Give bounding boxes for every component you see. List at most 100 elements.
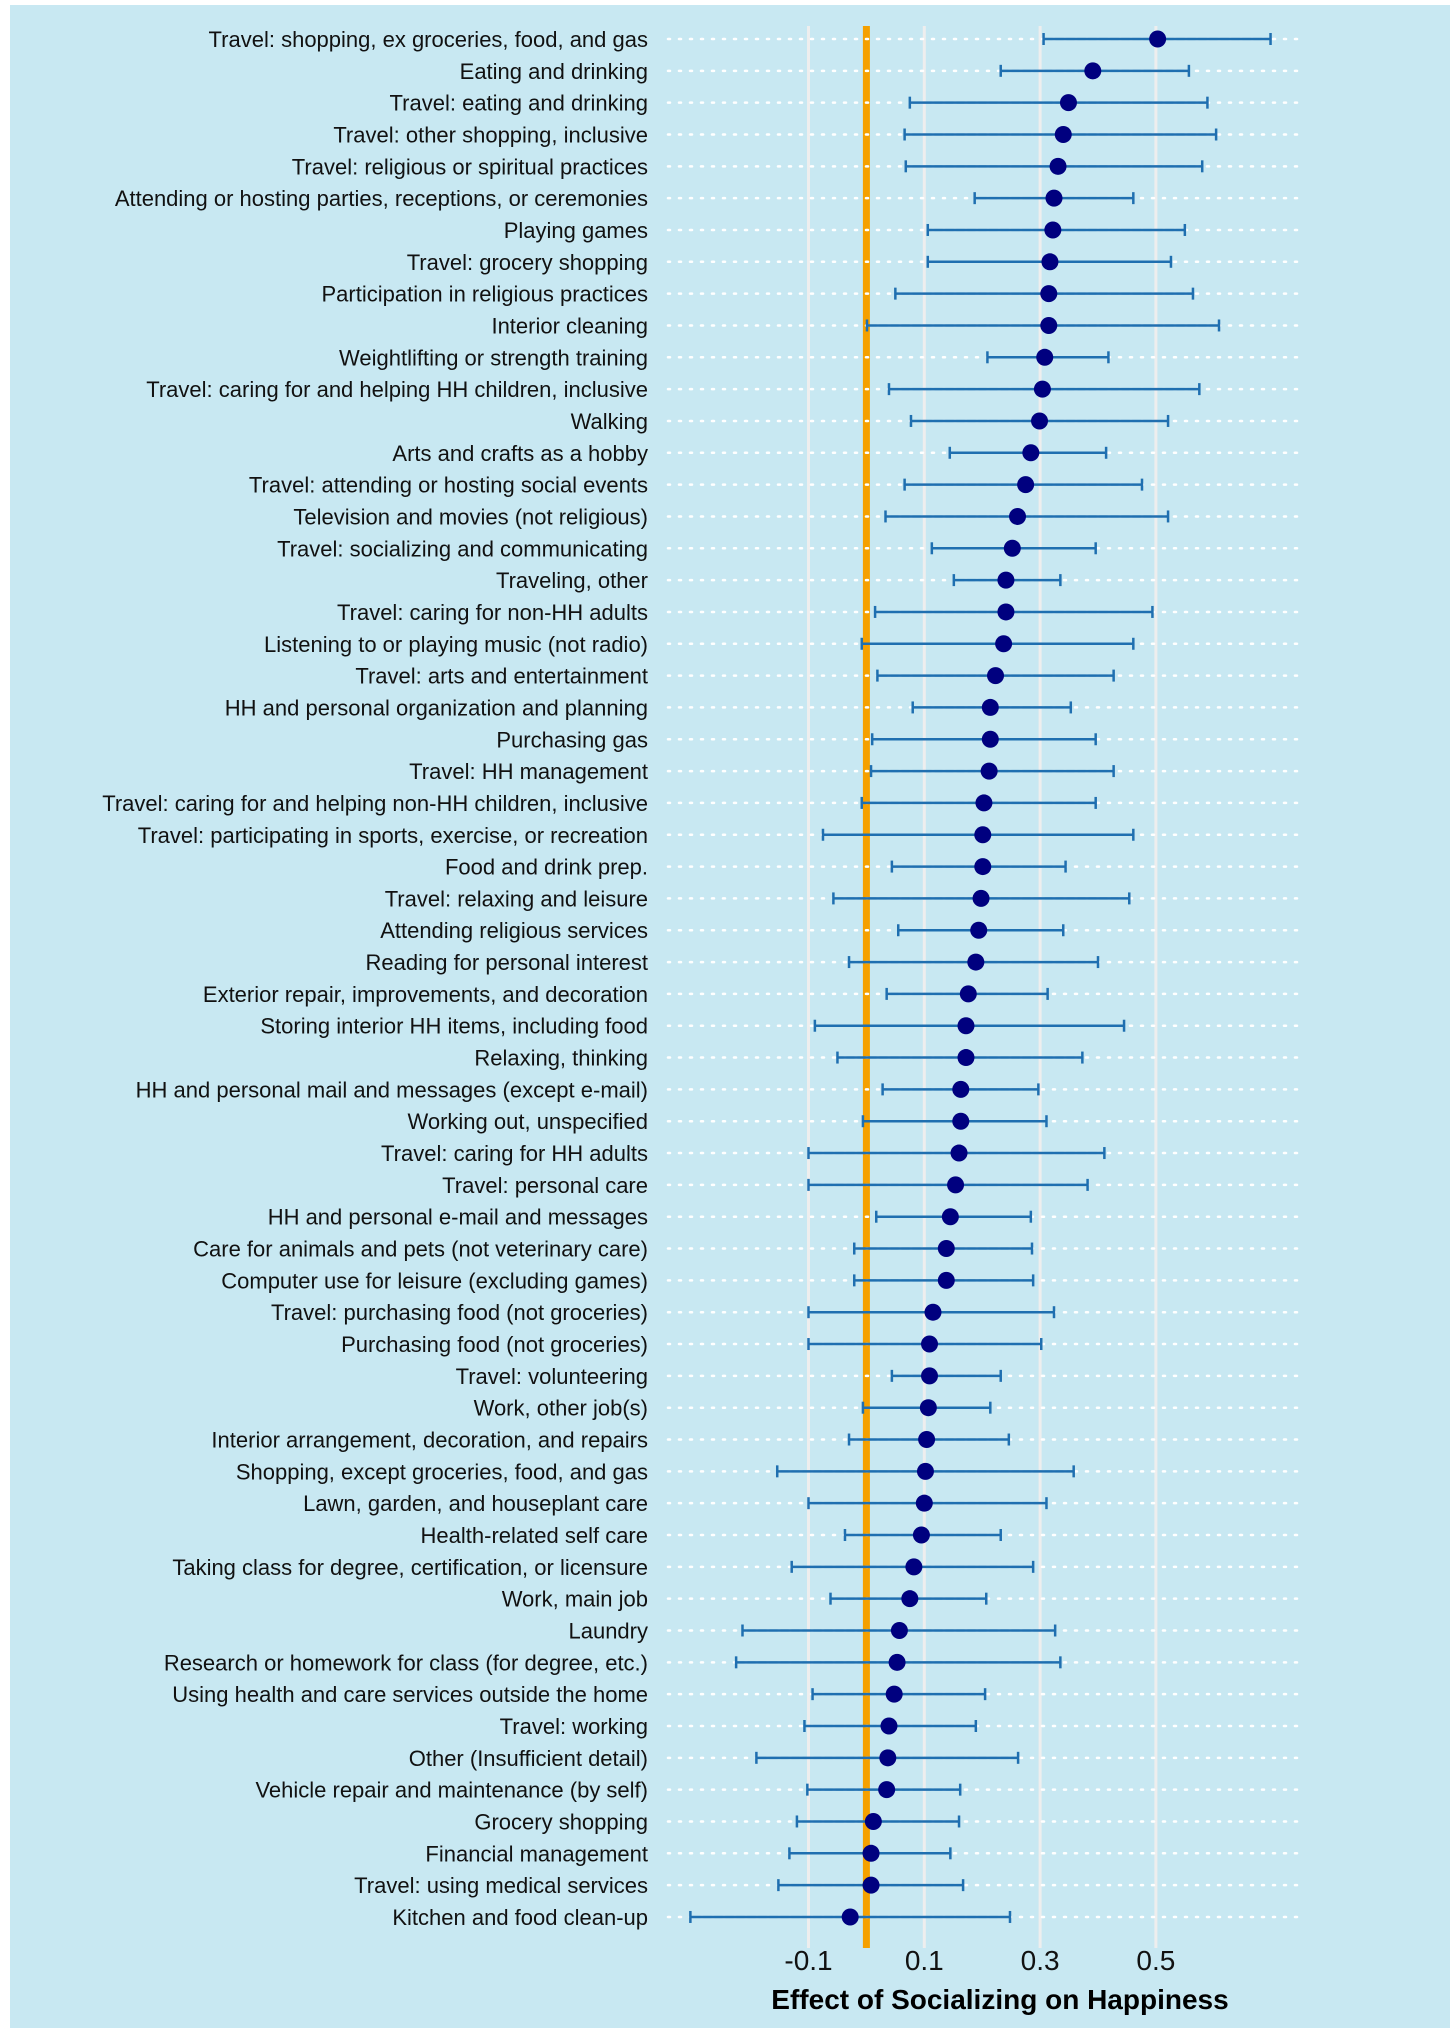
category-label: Work, main job [502,1587,648,1612]
estimate-point [841,1908,859,1926]
estimate-point [952,1080,970,1098]
category-label: Purchasing food (not groceries) [341,1332,648,1357]
x-tick-label: 0.5 [1136,1945,1175,1976]
estimate-point [937,1240,955,1258]
forest-row: Travel: using medical services [354,1873,1300,1898]
estimate-point [937,1271,955,1289]
estimate-point [952,1112,970,1130]
estimate-point [862,1844,880,1862]
category-label: Travel: shopping, ex groceries, food, an… [209,27,648,52]
forest-row: Travel: religious or spiritual practices [292,154,1300,179]
plot-panel [10,5,1450,2028]
forest-row: Care for animals and pets (not veterinar… [193,1237,1300,1262]
estimate-point [888,1653,906,1671]
forest-row: HH and personal organization and plannin… [225,695,1300,720]
forest-row: Travel: caring for HH adults [381,1141,1300,1166]
category-label: Travel: socializing and communicating [277,536,648,561]
forest-row: Walking [571,409,1300,434]
estimate-point [975,794,993,812]
estimate-point [862,1876,880,1894]
category-label: Storing interior HH items, including foo… [260,1014,648,1039]
category-label: Travel: grocery shopping [407,250,648,275]
estimate-point [864,1812,882,1830]
forest-row: Eating and drinking [460,59,1300,84]
category-label: Travel: caring for and helping non-HH ch… [102,791,648,816]
estimate-point [878,1781,896,1799]
estimate-point [921,1367,939,1385]
estimate-point [987,667,1005,685]
forest-row: Interior arrangement, decoration, and re… [211,1428,1300,1453]
forest-row: Travel: volunteering [456,1364,1300,1389]
category-label: Other (Insufficient detail) [409,1746,648,1771]
category-label: Travel: eating and drinking [390,91,648,116]
category-label: Laundry [568,1619,648,1644]
category-label: Shopping, except groceries, food, and ga… [236,1459,648,1484]
category-label: HH and personal mail and messages (excep… [136,1077,648,1102]
category-label: Travel: participating in sports, exercis… [138,823,648,848]
forest-row: Laundry [568,1619,1300,1644]
category-label: Attending religious services [380,918,648,943]
category-label: Walking [571,409,648,434]
forest-row: Travel: participating in sports, exercis… [138,823,1300,848]
estimate-point [995,635,1013,653]
estimate-point [1054,125,1072,143]
estimate-point [957,1017,975,1035]
category-label: Eating and drinking [460,59,648,84]
x-tick-label: -0.1 [784,1945,832,1976]
estimate-point [981,730,999,748]
forest-row: Computer use for leisure (excluding game… [221,1268,1300,1293]
estimate-point [880,1717,898,1735]
estimate-point [997,571,1015,589]
x-tick-label: 0.1 [905,1945,944,1976]
category-label: Health-related self care [421,1523,648,1548]
forest-row: Grocery shopping [474,1809,1300,1834]
forest-row: Storing interior HH items, including foo… [260,1014,1300,1039]
estimate-point [1149,30,1167,48]
category-label: HH and personal e-mail and messages [268,1205,648,1230]
estimate-point [981,698,999,716]
x-tick-label: 0.3 [1021,1945,1060,1976]
category-label: Travel: using medical services [354,1873,648,1898]
estimate-point [916,1462,934,1480]
category-label: Travel: HH management [409,759,648,784]
category-label: Travel: working [500,1714,648,1739]
estimate-point [1009,507,1027,525]
category-label: Working out, unspecified [407,1109,648,1134]
category-label: Computer use for leisure (excluding game… [221,1268,648,1293]
forest-row: Travel: other shopping, inclusive [333,122,1300,147]
forest-row: Attending or hosting parties, receptions… [115,186,1300,211]
forest-row: Travel: relaxing and leisure [385,886,1300,911]
category-label: Attending or hosting parties, receptions… [115,186,648,211]
category-label: Exterior repair, improvements, and decor… [203,982,648,1007]
forest-row: Travel: attending or hosting social even… [249,473,1300,498]
forest-row: Travel: purchasing food (not groceries) [271,1300,1300,1325]
forest-row: Travel: shopping, ex groceries, food, an… [209,27,1300,52]
category-label: Travel: other shopping, inclusive [333,122,648,147]
category-label: Travel: attending or hosting social even… [249,473,648,498]
estimate-point [967,953,985,971]
category-label: Television and movies (not religious) [293,504,648,529]
category-label: Food and drink prep. [445,855,648,880]
forest-row: Food and drink prep. [445,855,1300,880]
estimate-point [997,603,1015,621]
forest-row: Work, main job [502,1587,1300,1612]
forest-row: Television and movies (not religious) [293,504,1300,529]
estimate-point [905,1558,923,1576]
forest-row: Interior cleaning [491,313,1300,338]
category-label: Travel: caring for non-HH adults [337,600,648,625]
estimate-point [980,762,998,780]
forest-row: Travel: eating and drinking [390,91,1300,116]
estimate-point [1022,444,1040,462]
estimate-point [974,858,992,876]
estimate-point [915,1494,933,1512]
estimate-point [1040,285,1058,303]
estimate-point [950,1144,968,1162]
category-label: Research or homework for class (for degr… [164,1650,648,1675]
forest-row: Other (Insufficient detail) [409,1746,1300,1771]
forest-row: Research or homework for class (for degr… [164,1650,1300,1675]
category-label: Travel: volunteering [456,1364,648,1389]
estimate-point [1049,157,1067,175]
forest-row: Taking class for degree, certification, … [172,1555,1300,1580]
estimate-point [1031,412,1049,430]
category-label: Interior arrangement, decoration, and re… [211,1428,648,1453]
